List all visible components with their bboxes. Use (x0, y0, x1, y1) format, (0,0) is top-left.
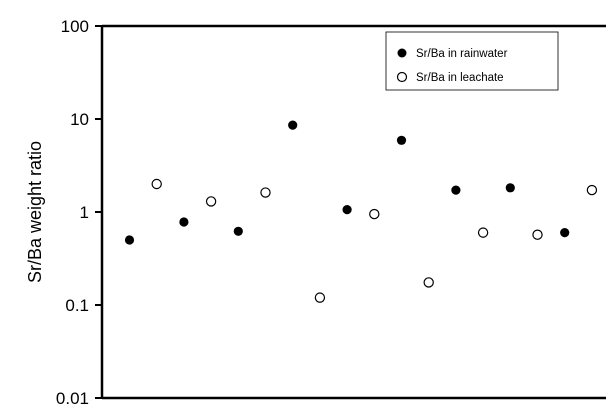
data-point-leachate (586, 184, 598, 196)
data-point-leachate (314, 292, 326, 303)
data-point-leachate (369, 208, 380, 220)
data-point-leachate (532, 229, 543, 240)
y-axis-title: Sr/Ba weight ratio (25, 141, 45, 283)
data-point-rainwater (451, 185, 461, 195)
data-point-leachate (260, 187, 271, 198)
data-point-rainwater (505, 183, 515, 193)
y-axis-ticks: 100 10 1 0.1 0.01 (56, 17, 102, 406)
legend-label-rainwater: Sr/Ba in rainwater (416, 48, 508, 60)
data-point-rainwater (288, 120, 298, 130)
data-point-leachate (423, 277, 434, 288)
legend-marker-rainwater (397, 48, 407, 58)
legend: Sr/Ba in rainwater Sr/Ba in leachate (385, 31, 559, 91)
data-point-rainwater (396, 135, 407, 145)
data-point-rainwater (342, 205, 352, 215)
y-tick-label: 10 (70, 110, 89, 129)
data-point-leachate (205, 196, 217, 207)
y-tick-label: 1 (80, 203, 89, 222)
data-point-rainwater (560, 228, 570, 238)
data-point-leachate (151, 178, 162, 190)
legend-box (385, 31, 559, 91)
data-point-rainwater (233, 226, 243, 236)
data-points (124, 120, 598, 303)
data-point-leachate (477, 227, 489, 238)
y-tick-label: 100 (61, 17, 89, 36)
legend-label-leachate: Sr/Ba in leachate (416, 72, 504, 84)
data-point-rainwater (124, 235, 135, 245)
y-tick-label: 0.01 (56, 389, 89, 406)
legend-marker-leachate (396, 71, 408, 83)
y-tick-label: 0.1 (65, 296, 89, 315)
data-point-rainwater (179, 217, 189, 227)
